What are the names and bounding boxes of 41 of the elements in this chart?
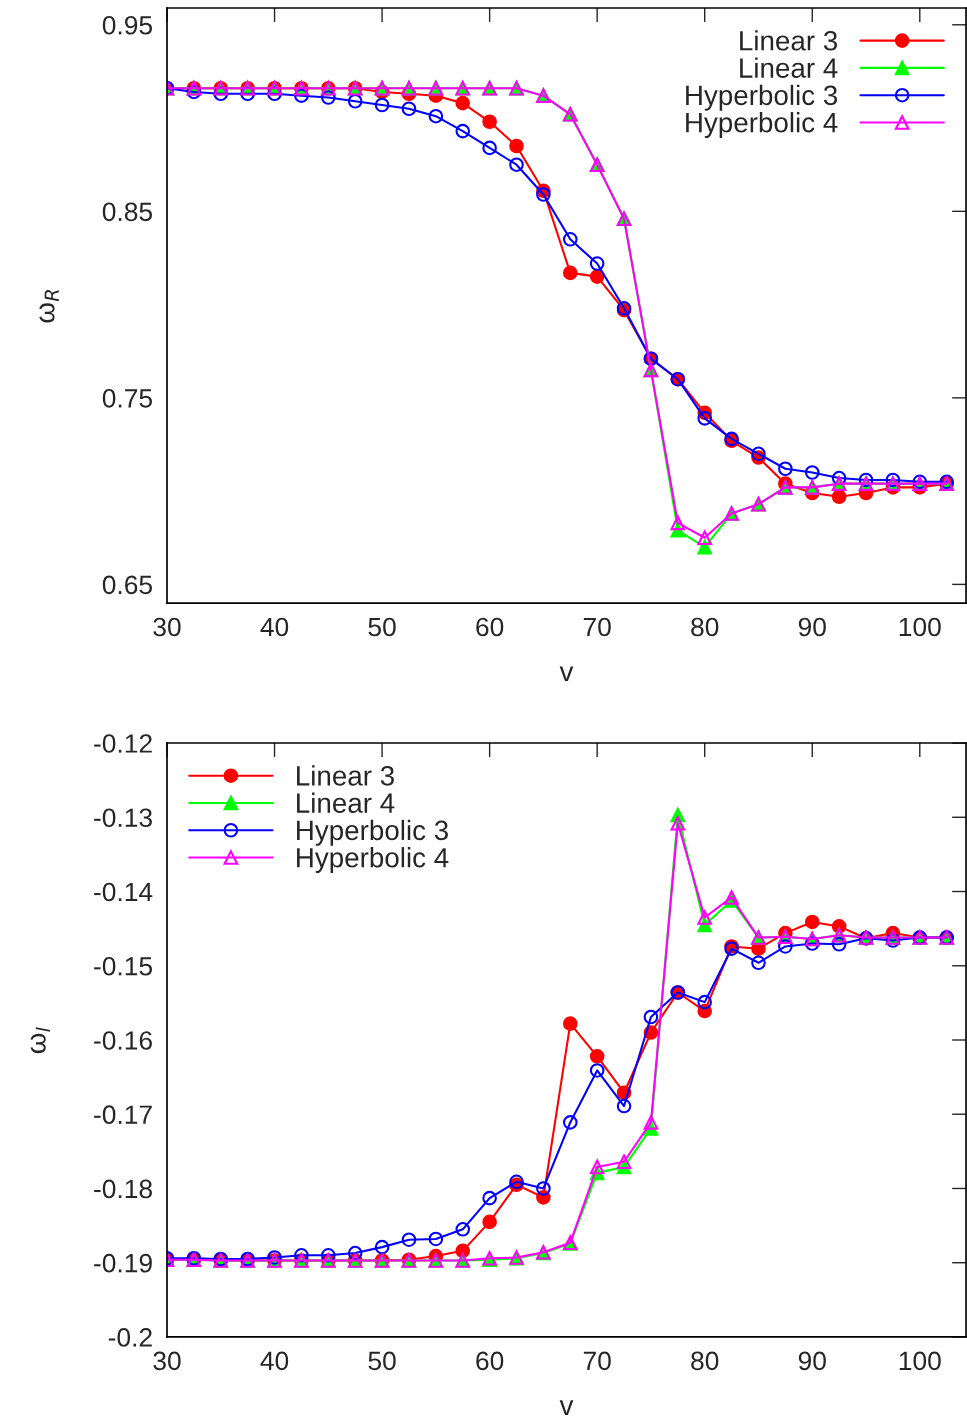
y-tick-label: -0.12 (94, 734, 152, 753)
y-tick-label: -0.19 (94, 1253, 152, 1273)
x-tick-label: 50 (368, 1351, 396, 1371)
y-tick-label: -0.13 (94, 808, 152, 828)
x-tick-label: 30 (153, 1351, 181, 1371)
x-tick-label: 90 (798, 617, 826, 637)
x-tick-label: 40 (260, 617, 289, 637)
y-axis-title: ω$_{R}$ (39, 290, 59, 323)
y-tick-label: 0.75 (102, 388, 153, 408)
x-tick-label: 70 (583, 617, 611, 637)
y-tick-label: -0.17 (94, 1105, 152, 1125)
legend-label: Hyperbolic 3 (297, 819, 448, 846)
y-tick-label: -0.14 (94, 882, 153, 902)
legend-label: Linear 4 (297, 792, 395, 813)
y-axis-title: ω$_{I}$ (30, 1027, 51, 1054)
legend-label: Linear 3 (740, 30, 838, 51)
y-tick-label: 0.65 (102, 575, 153, 595)
x-tick-label: 40 (260, 1351, 289, 1371)
x-tick-label: 60 (476, 1351, 504, 1371)
legend-label: Hyperbolic 3 (686, 84, 838, 111)
legend-label: Linear 4 (740, 57, 838, 78)
legend-label: Linear 3 (297, 765, 394, 786)
y-tick-label: -0.2 (108, 1328, 152, 1347)
x-tick-label: 60 (476, 617, 504, 637)
x-tick-label: 100 (899, 1351, 941, 1371)
y-tick-label: -0.16 (94, 1031, 152, 1050)
x-tick-label: 50 (368, 617, 396, 637)
x-tick-label: 100 (899, 617, 941, 637)
legend-label: Hyperbolic 4 (686, 112, 838, 138)
y-tick-label: 0.85 (102, 202, 153, 222)
x-tick-label: 80 (691, 1351, 719, 1371)
x-tick-label: 30 (153, 617, 181, 637)
x-axis-title: v (559, 666, 574, 682)
x-tick-label: 80 (691, 617, 719, 637)
x-tick-label: 70 (583, 1351, 611, 1371)
x-tick-label: 90 (798, 1351, 826, 1371)
legend-label: Hyperbolic 4 (297, 847, 449, 873)
y-tick-label: 0.95 (102, 15, 153, 35)
x-axis-title: v (559, 1400, 574, 1416)
y-tick-label: -0.15 (94, 956, 153, 976)
y-tick-label: -0.18 (94, 1179, 152, 1199)
